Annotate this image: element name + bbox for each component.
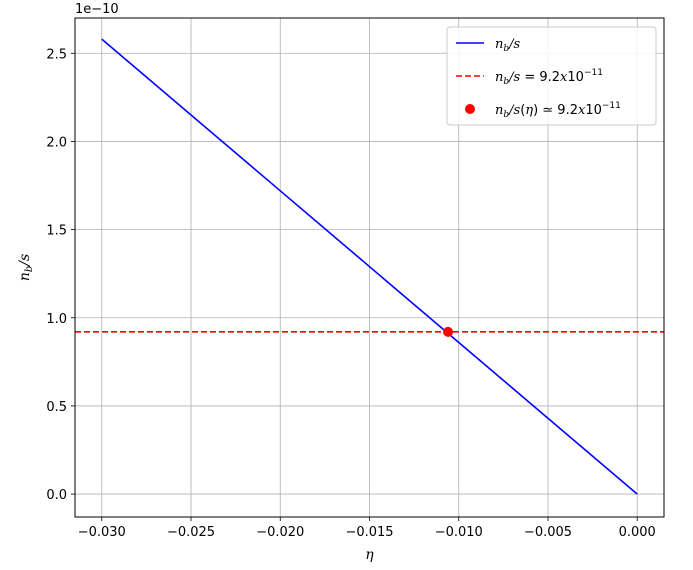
y-axis-label-main: n [17,272,33,281]
legend-box [446,26,657,126]
x-tick-label: −0.020 [256,525,304,540]
x-axis-label: η [365,547,374,563]
x-tick-label: 0.000 [619,525,656,540]
legend-entry-label: nb/s(η) ≃ 9.2x10−11 [495,101,621,120]
y-tick-label: 2.0 [46,135,67,150]
y-tick-label: 1.0 [46,312,67,327]
y-axis-label-rest: /s [17,254,33,268]
y-axis-label-sub: b [24,266,35,272]
y-tick-label: 0.5 [46,400,67,415]
legend-entry-label: nb/s = 9.2x10−11 [495,68,603,87]
ticks: −0.030 −0.025 −0.020 −0.015 −0.010 −0.005 0.00… [46,47,656,540]
y-axis-label: nb/s [17,254,35,281]
y-tick-label: 1.5 [46,224,67,239]
y-tick-label: 2.5 [46,47,67,62]
x-tick-label: −0.025 [167,525,215,540]
y-tick-label: 0.0 [46,488,67,503]
x-tick-label: −0.015 [345,525,393,540]
legend-entry-label: nb/s [495,37,521,54]
y-offset-label: 1e−10 [75,2,119,17]
x-tick-label: −0.010 [435,525,483,540]
series-line-nb-s [101,38,638,495]
x-tick-label: −0.005 [524,525,572,540]
plot-area [75,38,664,495]
legend-handle-point [465,104,475,114]
legend: nb/s nb/s = 9.2x10−11 nb/s(η) ≃ 9.2x10−11 [446,26,657,126]
series-point-intersection [443,326,454,337]
x-tick-label: −0.030 [78,525,126,540]
